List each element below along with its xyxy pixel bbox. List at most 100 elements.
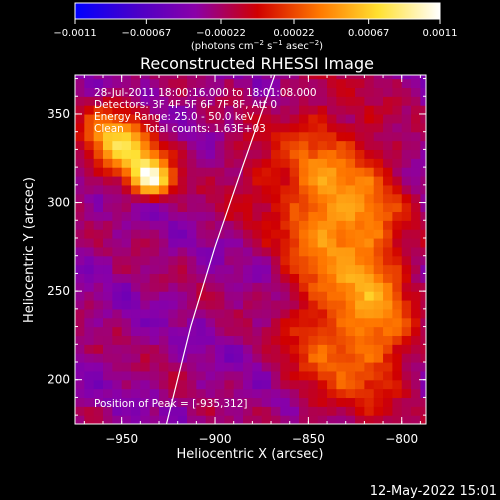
heatmap-cell <box>243 122 253 133</box>
heatmap-cell <box>196 246 207 257</box>
heatmap-cell <box>261 255 272 266</box>
heatmap-cell <box>308 361 319 372</box>
heatmap-cell <box>168 406 179 416</box>
heatmap-cell <box>93 406 104 416</box>
heatmap-cell <box>411 237 421 248</box>
heatmap-cell <box>149 193 160 204</box>
heatmap-cell <box>140 370 151 381</box>
heatmap-cell <box>299 96 309 106</box>
heatmap-cell <box>224 220 235 230</box>
heatmap-cell <box>159 246 169 257</box>
heatmap-cell <box>177 317 188 328</box>
plot-area <box>75 75 426 424</box>
heatmap-cell <box>364 344 375 354</box>
heatmap-cell <box>345 317 356 328</box>
heatmap-cell <box>420 184 426 195</box>
heatmap-cell <box>103 113 113 124</box>
heatmap-cell <box>383 361 393 372</box>
heatmap-cell <box>121 175 132 186</box>
heatmap-cell <box>252 388 263 399</box>
heatmap-cell <box>177 397 188 407</box>
heatmap-cell <box>280 167 291 177</box>
heatmap-cell <box>308 96 319 106</box>
heatmap-cell <box>215 220 225 230</box>
heatmap-cell <box>355 291 365 301</box>
heatmap-cell <box>196 220 207 230</box>
heatmap-cell <box>345 149 356 159</box>
heatmap-cell <box>196 131 207 142</box>
y-axis-title: Heliocentric Y (arcsec) <box>22 177 37 323</box>
heatmap-cell <box>112 264 123 275</box>
heatmap-cell <box>112 299 123 310</box>
heatmap-cell <box>177 246 188 257</box>
peak-position-label: Position of Peak = [-935,312] <box>94 398 248 410</box>
heatmap-cell <box>159 406 169 416</box>
heatmap-cell <box>383 158 393 168</box>
heatmap-cell <box>327 299 337 310</box>
heatmap-cell <box>149 96 160 106</box>
heatmap-cell <box>345 211 356 221</box>
heatmap-cell <box>364 264 375 275</box>
heatmap-cell <box>271 96 281 106</box>
heatmap-cell <box>168 353 179 363</box>
heatmap-cell <box>103 122 113 133</box>
heatmap-cell <box>401 308 412 319</box>
heatmap-cell <box>411 388 421 399</box>
heatmap-cell <box>177 370 188 381</box>
heatmap-cell <box>383 317 393 328</box>
heatmap-cell <box>261 131 272 142</box>
heatmap-cell <box>168 335 179 345</box>
heatmap-cell <box>168 96 179 106</box>
heatmap-cell <box>364 87 375 97</box>
heatmap-cell <box>289 246 300 257</box>
heatmap-cell <box>383 193 393 204</box>
heatmap-cell <box>121 308 132 319</box>
heatmap-cell <box>383 122 393 133</box>
heatmap-cell <box>336 282 347 292</box>
heatmap-cell <box>131 255 141 266</box>
heatmap-cell <box>121 229 132 239</box>
heatmap-cell <box>140 282 151 292</box>
heatmap-cell <box>187 335 197 345</box>
heatmap-cell <box>280 184 291 195</box>
heatmap-cell <box>345 397 356 407</box>
heatmap-cell <box>149 246 160 257</box>
heatmap-cell <box>112 184 123 195</box>
heatmap-cell <box>243 246 253 257</box>
heatmap-cell <box>373 264 384 275</box>
heatmap-cell <box>177 211 188 221</box>
heatmap-cell <box>355 202 365 213</box>
heatmap-cell <box>289 282 300 292</box>
heatmap-cell <box>233 282 244 292</box>
heatmap-cell <box>299 229 309 239</box>
heatmap-cell <box>131 193 141 204</box>
heatmap-cell <box>131 113 141 124</box>
heatmap-cell <box>280 220 291 230</box>
heatmap-cell <box>261 122 272 133</box>
heatmap-cell <box>84 379 95 390</box>
heatmap-cell <box>93 264 104 275</box>
heatmap-cell <box>131 220 141 230</box>
heatmap-cell <box>411 264 421 275</box>
heatmap-cell <box>168 246 179 257</box>
heatmap-cell <box>187 361 197 372</box>
heatmap-cell <box>411 131 421 142</box>
heatmap-cell <box>243 78 253 89</box>
heatmap-cell <box>149 308 160 319</box>
heatmap-cell <box>159 105 169 115</box>
heatmap-cell <box>196 87 207 97</box>
heatmap-cell <box>271 308 281 319</box>
heatmap-cell <box>140 211 151 221</box>
heatmap-cell <box>327 397 337 407</box>
heatmap-cell <box>271 113 281 124</box>
heatmap-cell <box>140 299 151 310</box>
heatmap-cell <box>112 335 123 345</box>
heatmap-cell <box>215 255 225 266</box>
heatmap-cell <box>112 175 123 186</box>
heatmap-cell <box>140 379 151 390</box>
heatmap-cell <box>84 122 95 133</box>
heatmap-cell <box>364 388 375 399</box>
heatmap-cell <box>327 282 337 292</box>
heatmap-cell <box>112 149 123 159</box>
heatmap-cell <box>233 335 244 345</box>
